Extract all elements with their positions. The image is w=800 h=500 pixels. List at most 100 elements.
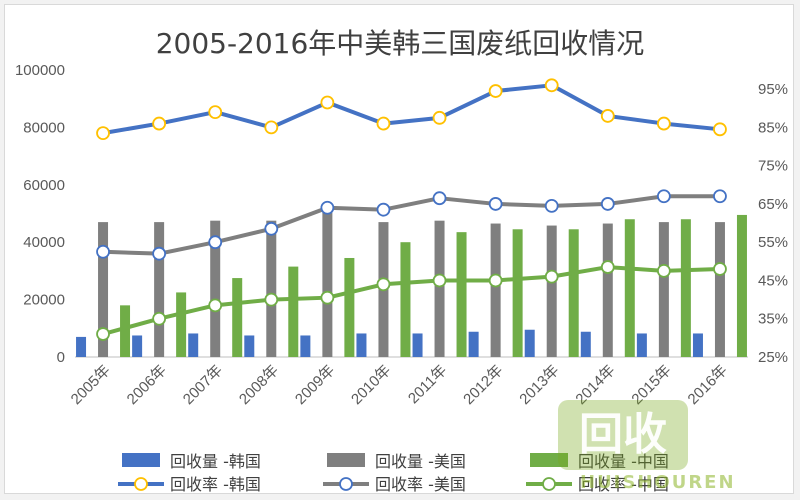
bar-回收量 -韩国 [76,336,87,357]
bar-回收量 -韩国 [412,333,423,357]
marker-回收率 -中国 [320,290,335,305]
marker-回收率 -韩国 [713,122,727,137]
y-right-tick-label: 35% [758,311,788,328]
y-right-tick-label: 55% [758,234,788,251]
y-right-tick-label: 45% [758,272,788,289]
x-tick-label: 2009年 [292,362,338,408]
bar-回收量 -中国 [232,278,243,357]
legend-marker [339,477,353,491]
marker-回收率 -韩国 [488,84,503,98]
marker-回收率 -中国 [96,327,110,341]
bar-回收量 -美国 [154,222,165,357]
bar-回收量 -韩国 [692,333,703,357]
bar-回收量 -美国 [602,223,613,357]
bar-回收量 -美国 [490,223,501,357]
legend-label: 回收量 -美国 [375,452,466,471]
chart-title: 2005-2016年中美韩三国废纸回收情况 [155,27,645,60]
marker-回收率 -中国 [600,260,615,274]
marker-回收率 -美国 [544,198,559,213]
legend-marker [134,477,148,491]
watermark-text: HUISHOUREN [580,472,736,493]
marker-回收率 -中国 [264,292,279,307]
marker-回收率 -中国 [208,298,223,313]
x-tick-label: 2010年 [348,362,394,408]
bar-回收量 -美国 [658,222,669,357]
x-tick-label: 2006年 [124,362,170,408]
y-left-tick-label: 0 [57,349,65,366]
marker-回收率 -美国 [713,189,727,204]
bar-回收量 -韩国 [356,333,367,357]
bar-回收量 -美国 [266,220,277,357]
marker-回收率 -韩国 [376,116,391,131]
marker-回收率 -美国 [152,246,167,261]
y-right-tick-label: 85% [758,119,788,136]
marker-回收率 -美国 [488,197,503,211]
bar-回收量 -中国 [288,266,299,357]
bar-回收量 -韩国 [188,333,199,357]
legend-label: 回收率 -中国 [578,475,669,494]
x-tick-label: 2008年 [236,362,282,408]
marker-回收率 -韩国 [208,105,223,119]
bar-回收量 -美国 [210,220,221,357]
bar-回收量 -中国 [400,242,411,357]
marker-回收率 -中国 [544,269,559,284]
bar-回收量 -韩国 [636,333,647,357]
legend-swatch [327,453,365,467]
marker-回收率 -韩国 [656,116,671,131]
bar-回收量 -中国 [512,229,523,357]
marker-回收率 -中国 [152,311,167,326]
marker-回收率 -韩国 [96,126,110,141]
bar-回收量 -美国 [546,225,557,357]
bar-回收量 -韩国 [132,335,143,357]
marker-回收率 -韩国 [432,110,447,125]
y-right-tick-label: 95% [758,81,788,98]
marker-回收率 -美国 [96,244,110,259]
bar-回收量 -中国 [344,257,355,357]
legend-swatch [530,453,568,467]
line-回收率 -韩国 [102,83,721,136]
marker-回收率 -美国 [656,189,671,204]
bar-回收量 -中国 [736,214,747,357]
marker-回收率 -韩国 [264,120,279,135]
bar-回收量 -中国 [680,219,691,357]
x-tick-label: 2005年 [68,362,114,408]
y-left-tick-label: 40000 [23,234,65,251]
bar-回收量 -中国 [176,292,187,357]
y-left-tick-label: 60000 [23,177,65,194]
bar-回收量 -韩国 [300,335,311,357]
bar-回收量 -美国 [714,222,725,357]
bar-回收量 -中国 [568,229,579,357]
x-tick-label: 2012年 [460,362,506,408]
legend-swatch [122,453,160,467]
y-right-tick-label: 25% [758,349,788,366]
y-right-tick-label: 65% [758,196,788,213]
bar-回收量 -美国 [322,209,333,357]
marker-回收率 -美国 [320,200,335,215]
y-right-tick-label: 75% [758,158,788,175]
marker-回收率 -中国 [376,277,391,292]
legend-label: 回收量 -韩国 [170,452,261,471]
bar-回收量 -韩国 [580,331,591,357]
x-tick-label: 2011年 [405,362,450,407]
y-left-tick-label: 20000 [23,292,65,309]
line-回收率 -美国 [102,194,720,256]
marker-回收率 -美国 [600,197,615,211]
bar-回收量 -美国 [434,220,445,357]
watermark-badge: 回收 [558,400,688,470]
x-tick-label: 2007年 [180,362,226,408]
marker-回收率 -韩国 [320,95,335,110]
marker-回收率 -韩国 [600,109,615,123]
marker-回收率 -美国 [208,235,223,250]
y-left-tick-label: 100000 [15,62,65,79]
y-left-tick-label: 80000 [23,119,65,136]
marker-回收率 -中国 [713,262,727,276]
marker-回收率 -中国 [488,273,503,288]
marker-回收率 -中国 [432,273,447,288]
legend-label: 回收量 -中国 [578,452,669,471]
marker-回收率 -韩国 [544,78,559,93]
marker-回收率 -美国 [376,202,391,217]
marker-回收率 -中国 [656,263,671,278]
watermark-logo: 回收 HUISHOUREN [540,400,780,496]
marker-回收率 -美国 [432,191,447,206]
